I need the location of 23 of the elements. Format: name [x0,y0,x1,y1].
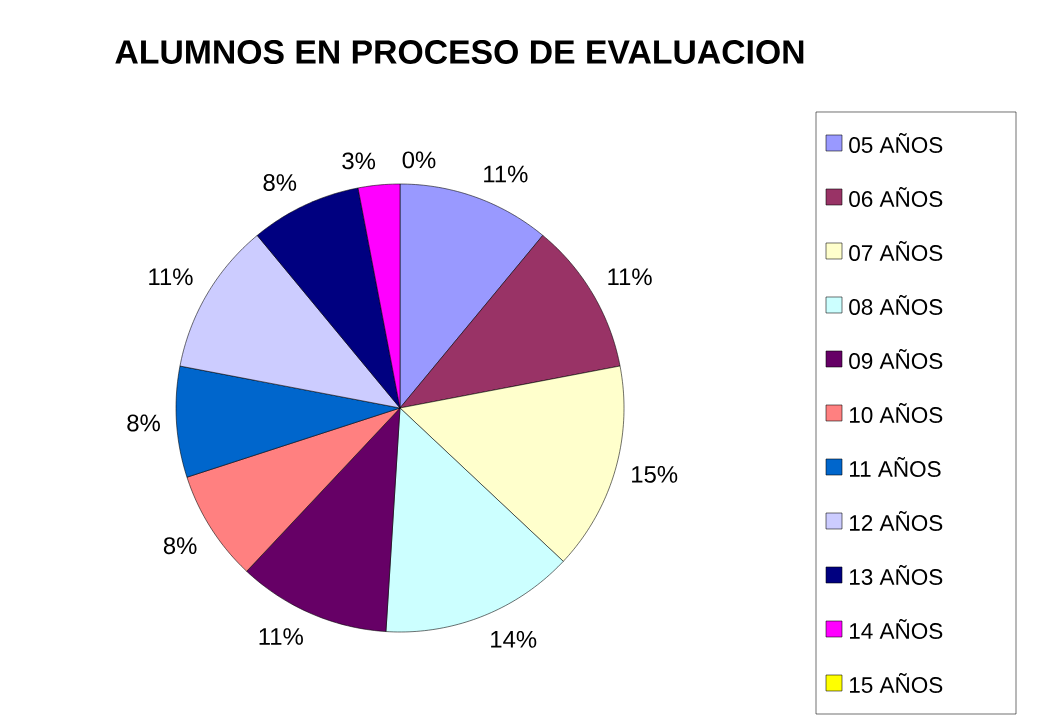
legend-label: 13 AÑOS [850,565,943,585]
data-label: 3% [342,152,376,170]
data-label: 8% [263,174,297,191]
data-label: 11% [484,165,528,183]
chart-title: ALUMNOS EN PROCESO DE EVALUACION [115,40,804,64]
data-label: 8% [127,414,160,432]
legend-label: 05 AÑOS [849,133,943,153]
data-label: 11% [149,268,193,286]
data-label: 15% [632,465,678,483]
legend-label: 14 AÑOS [850,619,943,639]
data-label: 11% [608,268,652,286]
legend-label: 12 AÑOS [850,511,943,531]
legend-label: 09 AÑOS [849,349,943,369]
legend-label: 08 AÑOS [849,295,943,315]
legend-label: 06 AÑOS [849,187,943,207]
data-label: 14% [491,630,537,648]
legend-label: 11 AÑOS [850,457,941,477]
data-label: 8% [163,537,197,555]
text: 0% [402,151,436,169]
legend-label: 15 AÑOS [850,673,943,693]
data-label: 11% [259,628,303,645]
legend-label: 10 AÑOS [850,403,943,423]
legend-label: 07 AÑOS [849,241,943,261]
